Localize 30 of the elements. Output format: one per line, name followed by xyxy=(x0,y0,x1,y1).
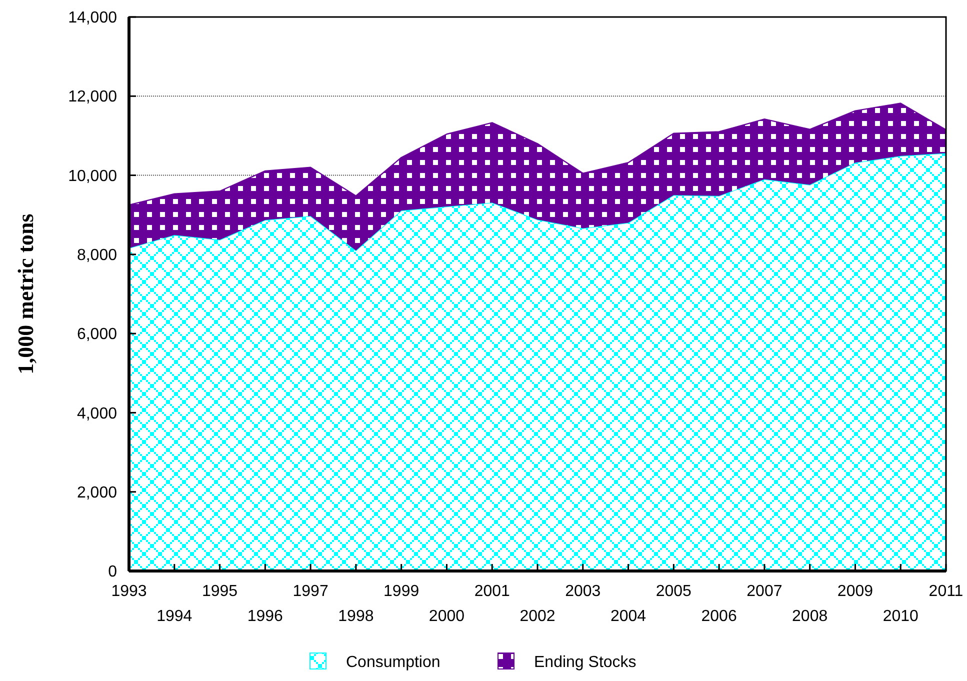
x-tick-label: 2007 xyxy=(746,583,782,600)
x-tick-label: 2001 xyxy=(474,583,510,600)
text: 2000 xyxy=(428,608,465,625)
y-tick-label: 4,000 xyxy=(76,405,118,422)
text: 2004 xyxy=(610,608,646,625)
x-tick-label: 2005 xyxy=(656,583,692,600)
y-tick-label: 14,000 xyxy=(68,10,118,27)
x-tick-label: 1999 xyxy=(384,583,420,600)
legend-label: Ending Stocks xyxy=(534,654,636,671)
text: 2006 xyxy=(701,608,737,625)
x-tick-label: 2011 xyxy=(928,583,964,600)
text: 2010 xyxy=(882,608,919,625)
y-tick-label: 10,000 xyxy=(68,168,118,185)
text: 1996 xyxy=(247,608,284,625)
y-tick-label: 6,000 xyxy=(76,326,118,344)
y-tick-label: 2,000 xyxy=(76,484,118,502)
y-axis-title: 1,000 metric tons xyxy=(13,213,38,374)
text: 1994 xyxy=(156,608,192,625)
legend-label: Consumption xyxy=(346,654,440,671)
x-tick-label: 2003 xyxy=(565,583,601,600)
text: 1998 xyxy=(338,608,374,625)
y-tick-label: 8,000 xyxy=(76,247,118,264)
y-tick-label: 12,000 xyxy=(68,88,118,106)
text: 2002 xyxy=(520,608,556,625)
y-tick-label: 0 xyxy=(108,564,118,581)
x-tick-label: 1993 xyxy=(111,583,147,600)
x-tick-label: 2009 xyxy=(837,583,874,600)
text: 2008 xyxy=(792,608,828,625)
x-tick-label: 1997 xyxy=(292,583,328,600)
x-tick-label: 1995 xyxy=(202,583,238,600)
